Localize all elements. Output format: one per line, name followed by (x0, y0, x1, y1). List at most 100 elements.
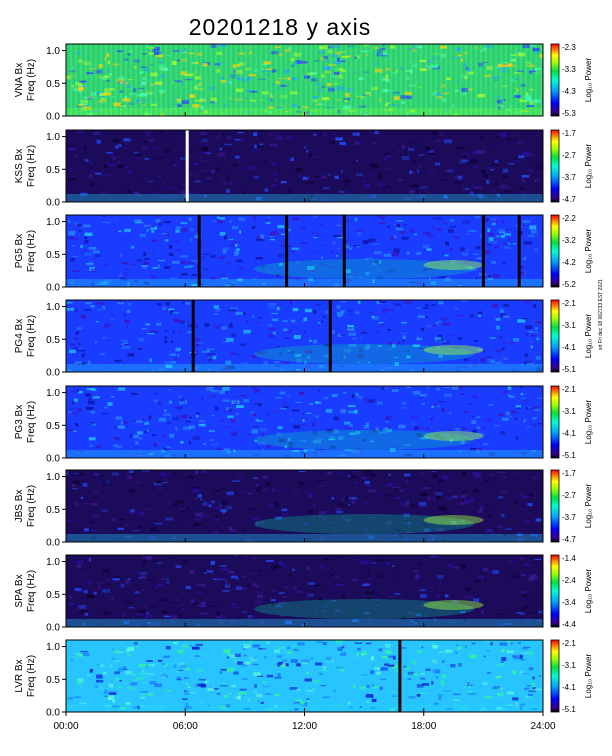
texture-speck (302, 177, 308, 180)
texture-speck (408, 228, 415, 233)
texture-speck (516, 483, 521, 485)
texture-speck (103, 480, 110, 485)
texture-speck (521, 652, 528, 655)
texture-speck (219, 503, 224, 506)
texture-speck (538, 397, 543, 399)
texture-speck (296, 498, 300, 500)
texture-speck (112, 699, 115, 703)
texture-speck (496, 664, 501, 667)
texture-speck (402, 335, 406, 340)
texture-speck (294, 649, 299, 651)
texture-speck (180, 320, 189, 324)
texture-speck (420, 593, 427, 598)
texture-speck (347, 325, 354, 328)
texture-speck (105, 579, 109, 582)
texture-speck (301, 452, 307, 455)
texture-speck (308, 510, 313, 514)
texture-speck (267, 307, 276, 309)
texture-speck (112, 579, 117, 583)
texture-speck (71, 400, 75, 405)
texture-speck (278, 438, 286, 443)
texture-speck (163, 655, 170, 658)
texture-speck (457, 337, 463, 340)
colorbar-tick-label: -1.7 (562, 469, 576, 478)
texture-speck (322, 187, 330, 190)
texture-speck (339, 454, 347, 457)
texture-speck (288, 437, 291, 441)
spectrogram-texture (68, 130, 543, 202)
texture-speck (136, 646, 140, 648)
texture-speck (204, 323, 210, 327)
texture-speck (188, 265, 195, 267)
texture-speck (169, 557, 176, 559)
texture-speck (391, 575, 395, 577)
texture-speck (385, 421, 389, 423)
texture-speck (97, 622, 100, 626)
texture-speck (168, 308, 175, 311)
texture-speck (294, 708, 299, 711)
texture-speck (164, 149, 170, 153)
colorbar (550, 129, 560, 203)
texture-speck (225, 579, 229, 584)
texture-speck (160, 672, 163, 674)
texture-speck (322, 669, 326, 672)
texture-speck (437, 528, 446, 532)
texture-speck (523, 257, 527, 261)
texture-speck (183, 416, 187, 420)
texture-speck (199, 583, 207, 587)
texture-speck (153, 560, 159, 563)
texture-speck (124, 535, 133, 538)
texture-speck (255, 257, 263, 260)
texture-speck (308, 494, 313, 498)
texture-speck (278, 352, 282, 355)
texture-speck (407, 671, 415, 675)
texture-speck (448, 411, 452, 415)
texture-speck (340, 652, 346, 656)
texture-speck (295, 261, 300, 264)
texture-speck (317, 389, 320, 392)
texture-speck (94, 685, 99, 688)
texture-speck (123, 509, 129, 511)
texture-speck (77, 350, 85, 352)
texture-speck (223, 649, 231, 653)
texture-speck (381, 322, 385, 326)
texture-speck (172, 417, 179, 421)
texture-speck (395, 227, 399, 230)
texture-speck (308, 278, 313, 282)
texture-speck (68, 595, 73, 599)
texture-speck (346, 278, 351, 283)
texture-speck (208, 357, 213, 362)
texture-speck (459, 502, 466, 506)
texture-speck (525, 325, 533, 329)
texture-speck (88, 247, 97, 250)
texture-speck (111, 313, 114, 315)
texture-speck (280, 407, 287, 410)
texture-speck (90, 410, 95, 414)
texture-speck (222, 682, 225, 684)
texture-speck (482, 568, 489, 572)
texture-speck (500, 661, 504, 663)
texture-speck (415, 281, 422, 285)
y-tick-label: 1.0 (46, 302, 60, 313)
texture-speck (84, 236, 87, 240)
activity-spot (423, 260, 484, 270)
texture-speck (293, 644, 296, 648)
data-gap-line (328, 300, 332, 372)
texture-speck (114, 359, 122, 362)
texture-speck (220, 568, 228, 571)
texture-speck (366, 573, 371, 576)
texture-speck (425, 146, 431, 151)
texture-speck (219, 275, 228, 277)
texture-speck (251, 354, 257, 359)
texture-speck (483, 399, 486, 401)
texture-speck (302, 418, 305, 422)
texture-speck (179, 401, 184, 405)
texture-speck (245, 539, 254, 542)
texture-speck (435, 339, 438, 342)
texture-speck (139, 672, 147, 675)
texture-speck (219, 419, 224, 422)
texture-speck (229, 220, 232, 223)
texture-speck (285, 337, 290, 339)
texture-speck (352, 685, 356, 689)
y-tick-label: 0.5 (46, 165, 60, 176)
